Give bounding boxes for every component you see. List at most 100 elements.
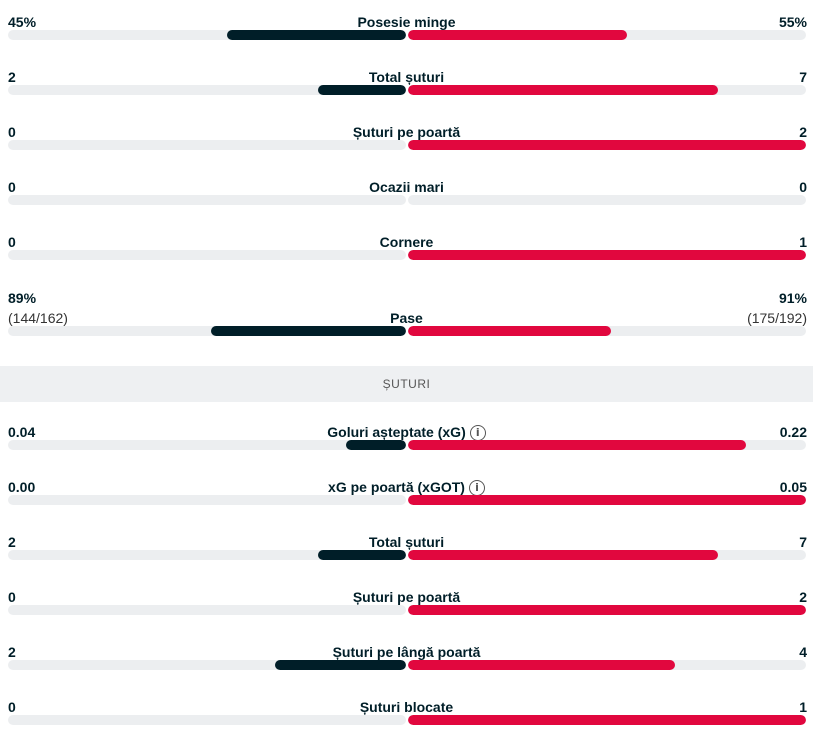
home-bar-track <box>8 195 406 205</box>
away-bar-track <box>408 660 806 670</box>
home-bar-fill <box>227 30 406 40</box>
stat-row[interactable]: 45% 55% Posesie minge <box>0 14 813 54</box>
away-value-text: 0.22 <box>779 424 807 440</box>
away-value: 0 <box>799 179 807 195</box>
away-bar-track <box>408 140 806 150</box>
away-bar-fill <box>408 30 627 40</box>
stat-row[interactable]: 89% (144/162) 91% (175/192) Pase <box>0 290 813 346</box>
away-value: 0.05 <box>780 479 807 495</box>
stat-label-text: Pase <box>390 310 423 326</box>
home-value-text: 2 <box>8 69 16 85</box>
away-bar-track <box>408 326 806 336</box>
away-bar-fill <box>408 440 746 450</box>
stat-row[interactable]: 0.00 0.05 xG pe poartă (xGOT) i <box>0 479 813 519</box>
home-value-text: 45% <box>8 14 37 30</box>
stat-row[interactable]: 0.04 0.22 Goluri așteptate (xG) i <box>0 424 813 464</box>
away-bar-fill <box>408 715 806 725</box>
stat-row[interactable]: 2 7 Total șuturi <box>0 69 813 109</box>
stat-label: Total șuturi <box>0 534 813 550</box>
stat-label-text: Posesie minge <box>357 14 456 30</box>
stat-label-text: Șuturi pe poartă <box>352 124 461 140</box>
away-value: 2 <box>799 124 807 140</box>
away-value: 7 <box>799 534 807 550</box>
stat-label: Cornere <box>0 234 813 250</box>
home-bar-track <box>8 605 406 615</box>
home-bar-fill <box>211 326 406 336</box>
away-value-text: 91% <box>778 290 807 306</box>
home-value: 0 <box>8 124 16 140</box>
away-value-detail: (175/192) <box>747 310 807 326</box>
home-value: 2 <box>8 69 16 85</box>
away-value: 55% <box>779 14 807 30</box>
home-value-text: 2 <box>8 644 16 660</box>
stat-row[interactable]: 2 7 Total șuturi <box>0 534 813 574</box>
away-value-text: 55% <box>778 14 807 30</box>
home-value: 0.04 <box>8 424 35 440</box>
stat-label: Ocazii mari <box>0 179 813 195</box>
stat-label-text: Goluri așteptate (xG) <box>327 424 466 440</box>
stat-label: xG pe poartă (xGOT) i <box>0 479 813 497</box>
home-value-text: 0 <box>8 234 16 250</box>
away-bar-fill <box>408 660 675 670</box>
away-bar-track <box>408 195 806 205</box>
home-value: 0.00 <box>8 479 35 495</box>
home-value: 0 <box>8 234 16 250</box>
away-bar-track <box>408 715 806 725</box>
home-value-text: 0 <box>8 699 16 715</box>
home-bar-fill <box>275 660 406 670</box>
away-bar-fill <box>408 140 806 150</box>
away-value-text: 7 <box>799 534 807 550</box>
stat-label: Goluri așteptate (xG) i <box>0 424 813 442</box>
home-value-text: 2 <box>8 534 16 550</box>
stat-label-text: Șuturi pe lângă poartă <box>332 644 481 660</box>
home-bar-track <box>8 550 406 560</box>
info-icon[interactable]: i <box>468 480 485 497</box>
stat-label: Posesie minge <box>0 14 813 30</box>
stat-row[interactable]: 0 0 Ocazii mari <box>0 179 813 219</box>
stat-label-text: Șuturi blocate <box>359 699 454 715</box>
home-bar-fill <box>318 85 406 95</box>
away-bar-fill <box>408 85 718 95</box>
away-value-text: 1 <box>799 699 807 715</box>
stat-row[interactable]: 0 2 Șuturi pe poartă <box>0 124 813 164</box>
home-bar-fill <box>318 550 406 560</box>
info-icon[interactable]: i <box>469 425 486 442</box>
away-bar-track <box>408 605 806 615</box>
away-value: 0.22 <box>780 424 807 440</box>
away-value: 1 <box>799 234 807 250</box>
away-value-text: 4 <box>799 644 807 660</box>
home-value-text: 0.04 <box>8 424 36 440</box>
home-bar-track <box>8 495 406 505</box>
home-bar-track <box>8 326 406 336</box>
stat-label-text: Șuturi pe poartă <box>352 589 461 605</box>
home-value-text: 0.00 <box>8 479 36 495</box>
stat-label-text: Ocazii mari <box>369 179 444 195</box>
home-bar-track <box>8 140 406 150</box>
stat-row[interactable]: 0 1 Șuturi blocate <box>0 699 813 739</box>
home-value: 45% <box>8 14 36 30</box>
home-value-text: 0 <box>8 179 16 195</box>
stat-label-text: xG pe poartă (xGOT) <box>328 479 465 495</box>
stat-label: Șuturi pe lângă poartă <box>0 644 813 660</box>
home-value-text: 0 <box>8 124 16 140</box>
home-value: 0 <box>8 699 16 715</box>
stat-row[interactable]: 0 2 Șuturi pe poartă <box>0 589 813 629</box>
away-bar-track <box>408 250 806 260</box>
stat-row[interactable]: 0 1 Cornere <box>0 234 813 274</box>
away-value: 2 <box>799 589 807 605</box>
away-value-text: 1 <box>799 234 807 250</box>
away-value-text: 2 <box>799 124 807 140</box>
stat-label: Total șuturi <box>0 69 813 85</box>
home-value: 2 <box>8 534 16 550</box>
home-value: 0 <box>8 589 16 605</box>
away-bar-track <box>408 440 806 450</box>
away-bar-fill <box>408 550 718 560</box>
away-bar-fill <box>408 495 806 505</box>
stat-label: Șuturi blocate <box>0 699 813 715</box>
away-bar-fill <box>408 605 806 615</box>
away-value: 1 <box>799 699 807 715</box>
home-bar-fill <box>346 440 406 450</box>
stat-row[interactable]: 2 4 Șuturi pe lângă poartă <box>0 644 813 684</box>
away-bar-track <box>408 30 806 40</box>
away-value: 7 <box>799 69 807 85</box>
